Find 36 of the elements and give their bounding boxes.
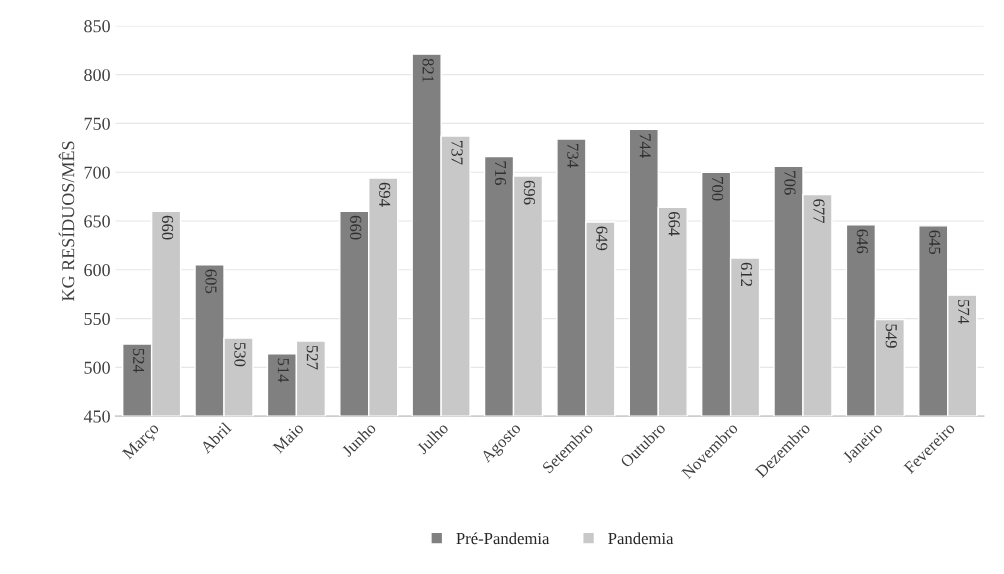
data-label: 737 [451,141,463,165]
data-label: 605 [205,269,217,294]
y-tick-label: 550 [84,312,110,326]
data-label: 660 [161,215,174,240]
data-label: 694 [379,182,391,207]
data-label: 744 [639,134,651,158]
data-label: 527 [306,345,318,370]
data-label: 646 [856,229,868,254]
y-tick-label: 850 [84,20,110,33]
data-label: 530 [234,342,246,367]
legend-label: Pandemia [608,532,674,545]
data-label: 612 [740,262,753,287]
data-label: 734 [567,144,579,168]
y-tick-label: 700 [84,166,110,179]
data-label: 549 [885,324,897,348]
data-label: 821 [422,58,434,83]
data-label: 716 [494,161,507,185]
y-tick-label: 500 [84,361,110,374]
data-label: 706 [784,171,796,195]
data-label: 677 [813,199,825,224]
y-tick-label: 800 [84,68,110,82]
data-label: 574 [958,300,970,324]
data-label: 524 [133,348,145,373]
y-tick-label: 650 [84,215,110,228]
data-label: 660 [350,215,362,240]
data-label: 649 [596,226,608,251]
data-label: 664 [668,211,680,236]
y-tick-label: 600 [84,264,110,277]
data-label: 696 [523,180,536,205]
data-label: 645 [929,230,941,255]
y-axis-title: KG RESÍDUOS/MÊS [58,141,75,301]
data-label: 700 [711,177,724,201]
legend-label: Pré-Pandemia [456,532,550,545]
y-tick-label: 450 [83,410,110,423]
data-label: 514 [277,358,289,383]
y-tick-label: 750 [84,117,110,130]
